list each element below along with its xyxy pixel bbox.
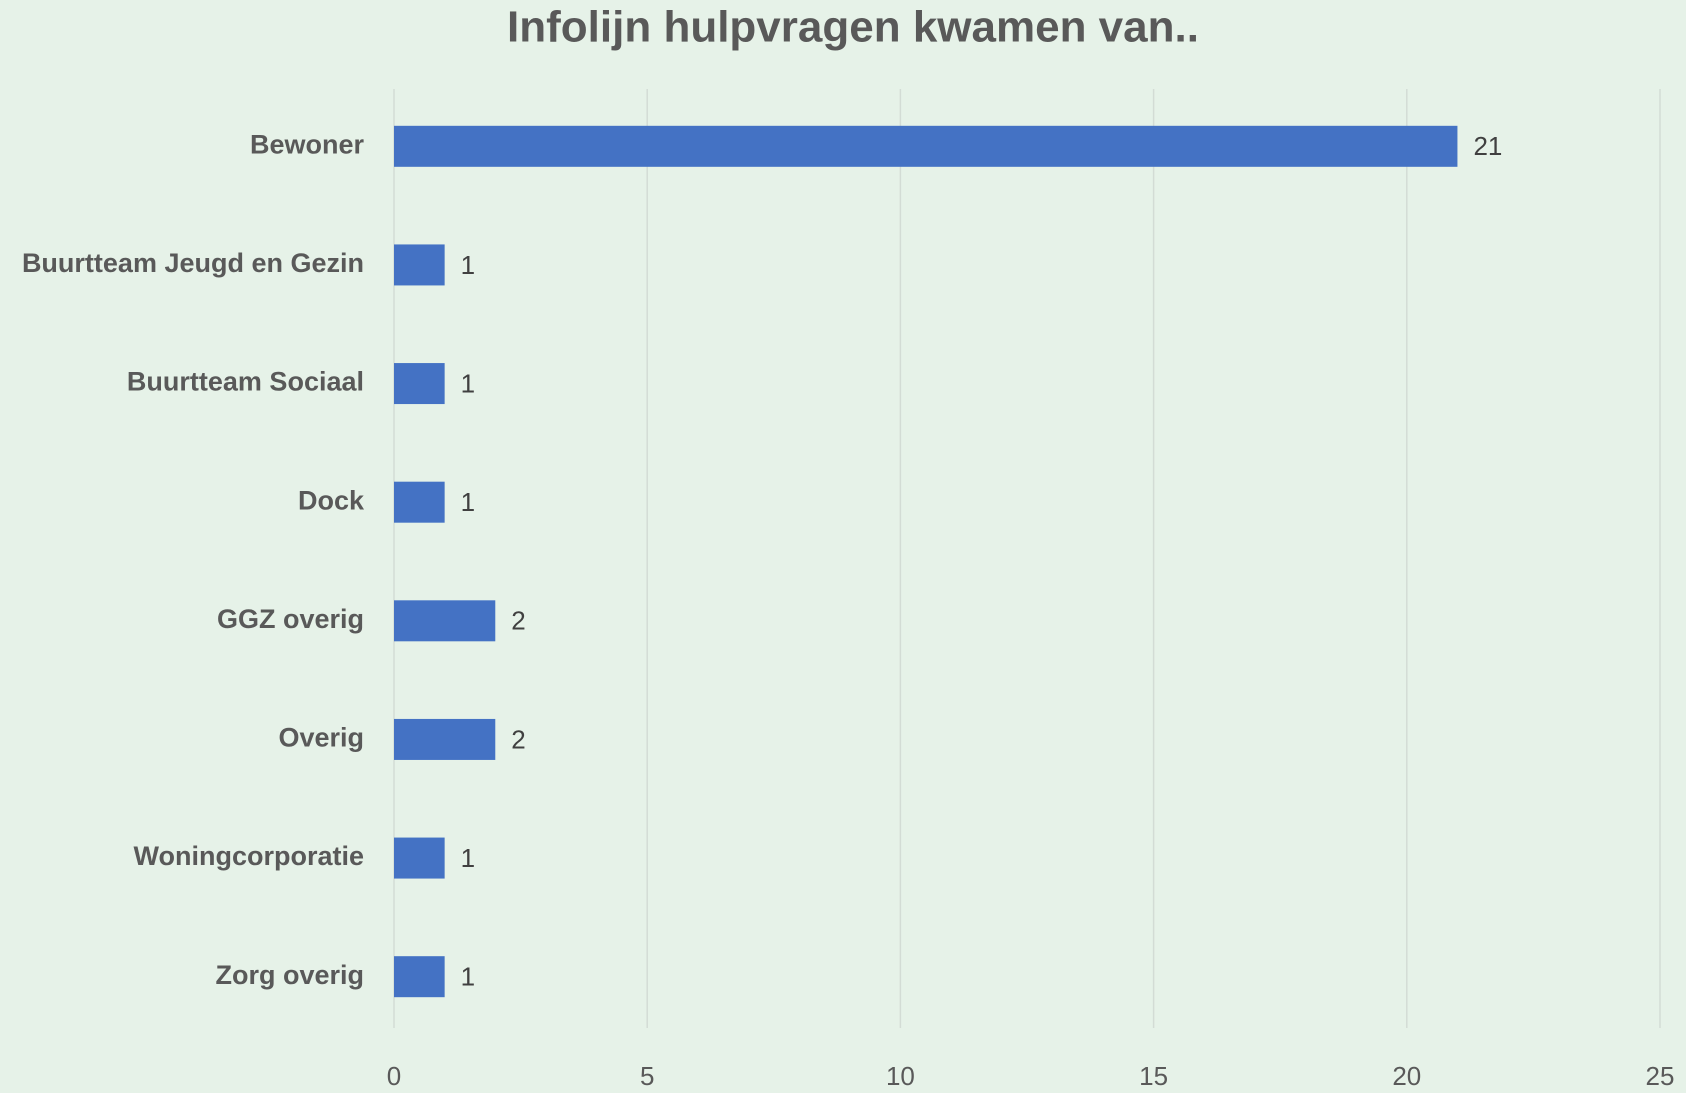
data-label: 2 bbox=[511, 724, 525, 754]
data-label: 1 bbox=[461, 368, 475, 398]
y-tick-label: Overig bbox=[278, 723, 364, 753]
data-label: 1 bbox=[461, 962, 475, 992]
y-tick-label: GGZ overig bbox=[217, 604, 364, 634]
bar bbox=[394, 600, 496, 642]
data-label: 1 bbox=[461, 250, 475, 280]
data-label: 2 bbox=[511, 606, 525, 636]
bar bbox=[394, 956, 445, 998]
data-label: 1 bbox=[461, 487, 475, 517]
bar bbox=[394, 244, 445, 286]
x-tick-label: 20 bbox=[1392, 1061, 1421, 1091]
bar bbox=[394, 481, 445, 523]
y-tick-label: Buurtteam Jeugd en Gezin bbox=[22, 248, 364, 278]
x-tick-label: 10 bbox=[886, 1061, 915, 1091]
x-tick-label: 15 bbox=[1139, 1061, 1168, 1091]
bar bbox=[394, 837, 445, 879]
y-tick-label: Dock bbox=[298, 485, 365, 515]
y-tick-label: Bewoner bbox=[250, 129, 365, 159]
data-label: 1 bbox=[461, 843, 475, 873]
bar bbox=[394, 718, 496, 760]
y-tick-label: Buurtteam Sociaal bbox=[127, 367, 364, 397]
chart-title: Infolijn hulpvragen kwamen van.. bbox=[507, 3, 1199, 52]
bar bbox=[394, 363, 445, 405]
x-tick-label: 5 bbox=[640, 1061, 654, 1091]
y-tick-label: Zorg overig bbox=[215, 960, 364, 990]
y-tick-label: Woningcorporatie bbox=[133, 841, 364, 871]
x-tick-label: 0 bbox=[387, 1061, 401, 1091]
bar bbox=[394, 125, 1458, 167]
x-tick-label: 25 bbox=[1646, 1061, 1675, 1091]
data-label: 21 bbox=[1473, 131, 1502, 161]
